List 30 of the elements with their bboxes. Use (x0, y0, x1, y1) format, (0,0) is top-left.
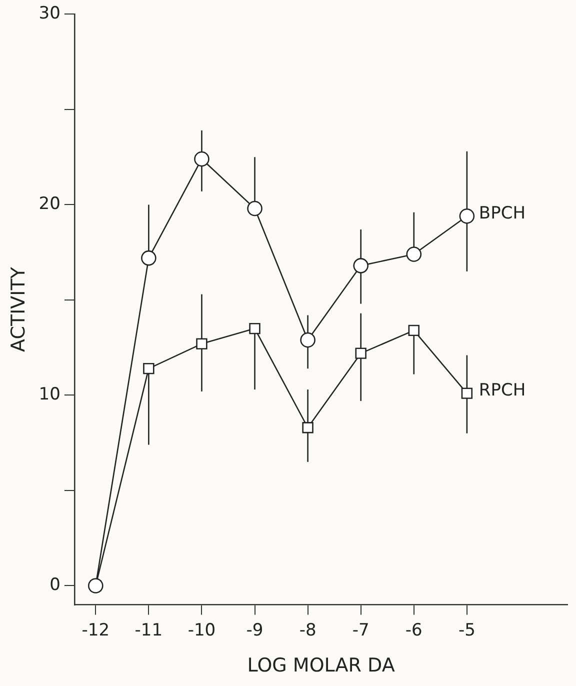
point (353, 258, 368, 274)
point (141, 250, 156, 266)
point (408, 324, 420, 336)
point (355, 348, 366, 359)
x-tick-label: -11 (134, 620, 163, 640)
y-axis-title: ACTIVITY (7, 266, 30, 352)
x-tick-label: -9 (246, 620, 264, 640)
y-tick-label: 20 (38, 194, 60, 214)
point (143, 362, 154, 374)
series-label: RPCH (478, 380, 526, 401)
series-label: BPCH (478, 204, 526, 224)
point (302, 422, 314, 434)
x-tick-label: -10 (188, 620, 216, 640)
x-tick-label: -8 (299, 620, 316, 640)
point (300, 332, 316, 348)
x-tick-label: -7 (352, 620, 370, 640)
y-tick-label: 0 (50, 575, 60, 596)
x-tick-label: -5 (458, 620, 476, 640)
x-axis-title: LOG MOLAR DA (247, 654, 395, 677)
point (247, 200, 262, 216)
y-tick-label: 30 (38, 4, 60, 24)
y-tick-label: 10 (38, 384, 60, 405)
point (461, 388, 473, 399)
point (196, 338, 208, 350)
point (249, 322, 260, 334)
x-tick-label: -6 (405, 620, 422, 640)
point (194, 151, 210, 167)
point (459, 208, 475, 224)
point (406, 246, 422, 262)
x-tick-label: -12 (82, 620, 110, 640)
